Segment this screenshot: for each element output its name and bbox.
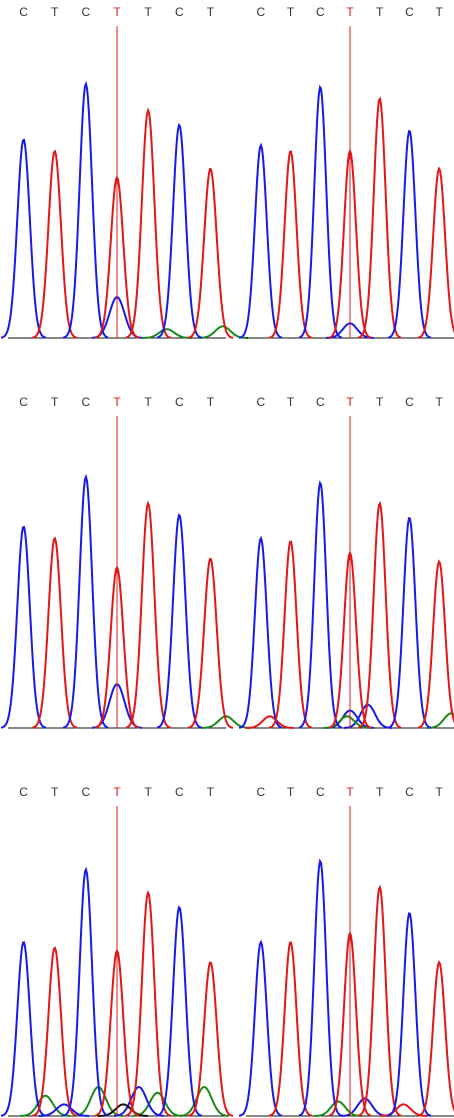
peak-c	[0, 525, 47, 729]
secondary-peak	[73, 1085, 124, 1117]
base-call-label: C	[405, 5, 414, 19]
base-call-label: T	[144, 395, 152, 409]
secondary-peak	[341, 1097, 389, 1117]
base-call-label: C	[257, 5, 266, 19]
peak-t	[187, 961, 234, 1117]
secondary-peak	[427, 712, 454, 729]
peak-t	[31, 946, 78, 1117]
peak-c	[238, 535, 283, 729]
base-call-label: C	[19, 785, 28, 799]
base-call-label: T	[113, 395, 121, 409]
base-call-label: T	[435, 785, 443, 799]
peak-t	[357, 96, 402, 339]
base-call-label: T	[207, 5, 215, 19]
peak-t	[187, 557, 234, 729]
base-call-label: T	[207, 785, 215, 799]
peak-t	[268, 150, 313, 339]
base-call-label: T	[435, 5, 443, 19]
peak-c	[298, 480, 343, 729]
base-call-label: T	[376, 5, 384, 19]
peak-t	[125, 500, 172, 729]
base-call-label: T	[376, 785, 384, 799]
base-call-label: T	[346, 5, 354, 19]
peak-t	[268, 941, 313, 1117]
peak-t	[268, 540, 313, 729]
peak-t	[417, 166, 454, 339]
base-call-label: C	[316, 785, 325, 799]
peak-c	[156, 513, 203, 729]
base-call-label: T	[144, 785, 152, 799]
base-call-label: C	[405, 785, 414, 799]
peak-c	[238, 939, 283, 1117]
base-call-label: T	[435, 395, 443, 409]
base-call-label: T	[376, 395, 384, 409]
peak-t	[417, 559, 454, 729]
secondary-peak	[132, 1091, 183, 1117]
base-call-label: C	[82, 395, 91, 409]
base-call-label: C	[82, 785, 91, 799]
base-call-label: T	[346, 785, 354, 799]
peak-c	[62, 866, 109, 1117]
base-call-label: T	[51, 5, 59, 19]
peak-c	[0, 941, 47, 1117]
peak-c	[387, 129, 432, 339]
peak-t	[357, 500, 402, 729]
peak-c	[0, 138, 47, 339]
base-call-label: T	[51, 395, 59, 409]
base-call-label: T	[287, 785, 295, 799]
base-call-label: C	[19, 5, 28, 19]
base-call-label: T	[144, 5, 152, 19]
peak-t	[31, 149, 78, 339]
base-call-label: C	[316, 5, 325, 19]
peak-t	[31, 536, 78, 729]
peak-c	[156, 123, 203, 339]
secondary-peak	[178, 1085, 230, 1117]
secondary-peak	[20, 1094, 70, 1117]
peak-c	[298, 858, 343, 1117]
base-call-label: T	[113, 785, 121, 799]
secondary-peak	[38, 1103, 90, 1117]
base-call-label: T	[113, 5, 121, 19]
peak-c	[387, 516, 432, 729]
peak-c	[298, 84, 343, 339]
peak-c	[238, 142, 283, 339]
secondary-peak	[344, 703, 392, 729]
peak-t	[125, 107, 172, 339]
base-call-label: C	[316, 395, 325, 409]
secondary-peak	[313, 1100, 362, 1117]
base-call-label: C	[82, 5, 91, 19]
peak-c	[387, 912, 432, 1117]
secondary-peak	[113, 1085, 165, 1117]
secondary-peak	[197, 325, 249, 339]
base-call-label: C	[175, 395, 184, 409]
base-call-label: C	[257, 785, 266, 799]
base-call-label: T	[51, 785, 59, 799]
peak-t	[357, 884, 402, 1117]
peak-t	[187, 167, 234, 339]
base-call-label: C	[405, 395, 414, 409]
base-call-label: T	[346, 395, 354, 409]
peak-t	[125, 890, 172, 1117]
base-call-label: T	[287, 5, 295, 19]
secondary-peak	[245, 715, 295, 729]
base-call-label: T	[287, 395, 295, 409]
secondary-peak	[141, 328, 192, 339]
base-call-label: C	[175, 785, 184, 799]
peak-c	[156, 905, 203, 1117]
peak-c	[62, 80, 109, 339]
peak-c	[62, 473, 109, 729]
base-call-label: C	[19, 395, 28, 409]
base-call-label: T	[207, 395, 215, 409]
peak-t	[417, 960, 454, 1117]
base-call-label: C	[257, 395, 266, 409]
base-call-label: C	[175, 5, 184, 19]
